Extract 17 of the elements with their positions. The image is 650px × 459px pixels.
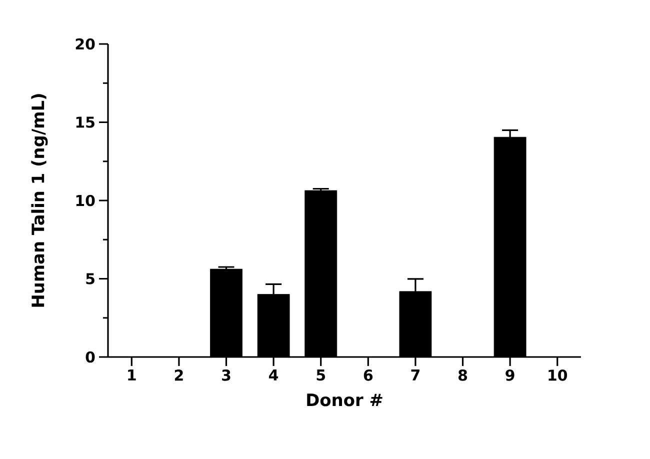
- y-axis-title: Human Talin 1 (ng/mL): [31, 94, 48, 307]
- x-tick-label: 8: [458, 370, 468, 381]
- x-tick-label: 5: [316, 370, 325, 381]
- y-tick-label: 5: [86, 273, 94, 284]
- y-tick-label: 10: [76, 194, 95, 206]
- x-tick-label: 7: [411, 370, 420, 380]
- x-axis-title: Donor #: [307, 394, 382, 406]
- x-tick-label: 1: [128, 370, 136, 380]
- y-tick-label: 20: [76, 38, 95, 50]
- x-tick-label: 4: [269, 370, 278, 380]
- x-tick-label: 10: [548, 370, 568, 381]
- y-tick-label: 15: [76, 116, 94, 128]
- x-tick-label: 9: [506, 370, 514, 381]
- x-tick-label: 6: [364, 370, 373, 381]
- y-tick-label: 0: [86, 351, 95, 363]
- x-tick-label: 3: [222, 370, 230, 381]
- x-tick-label: 2: [174, 370, 183, 381]
